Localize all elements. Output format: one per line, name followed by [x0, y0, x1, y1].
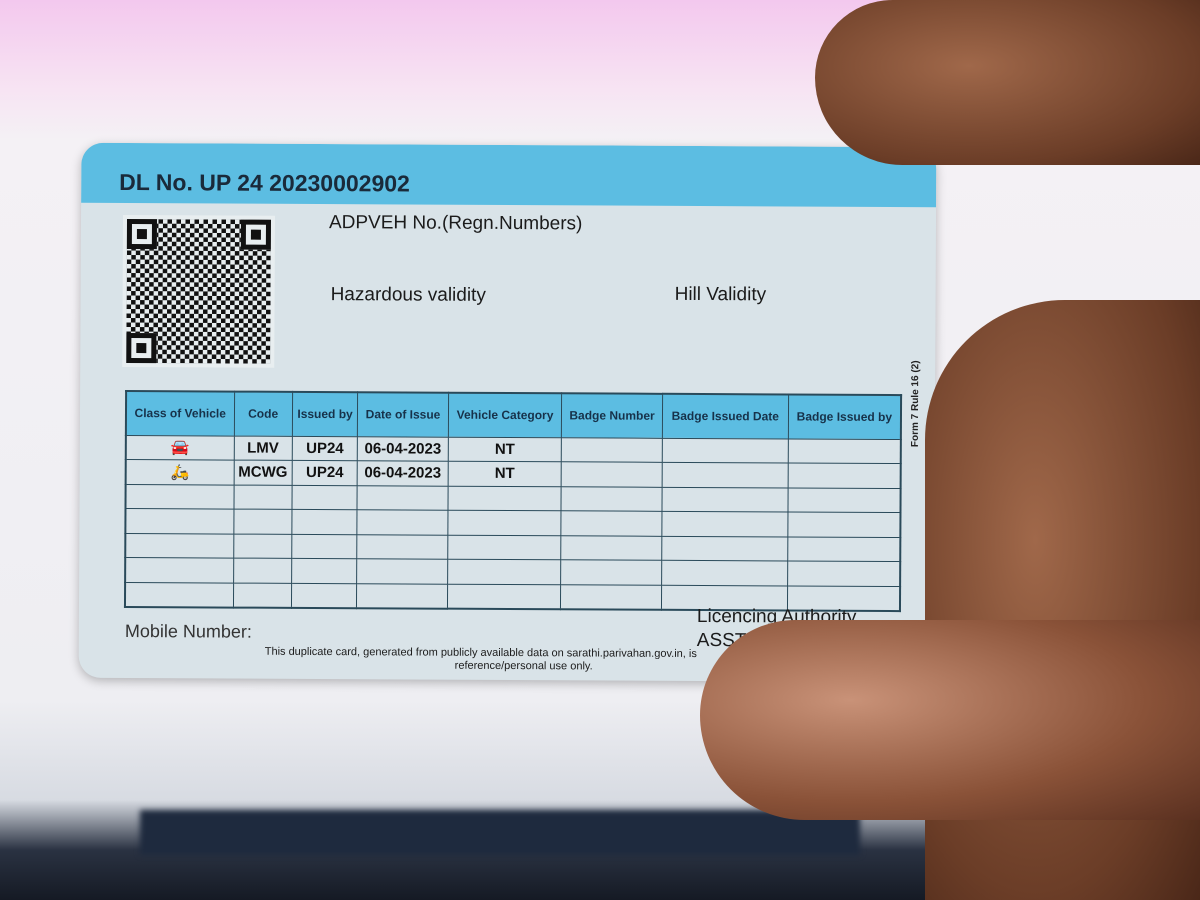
hand-thumb	[700, 620, 1200, 820]
code: LMV	[233, 435, 293, 461]
header-issued-by: Issued by	[292, 391, 358, 437]
dl-number: DL No. UP 24 20230002902	[81, 142, 937, 208]
header-code: Code	[233, 391, 293, 436]
vehicle-class-table: Class of Vehicle Code Issued by Date of …	[123, 389, 903, 612]
category: NT	[447, 461, 562, 487]
header-badge-issued-by: Badge Issued by	[788, 394, 902, 440]
disclaimer-line-2: reference/personal use only.	[454, 659, 593, 673]
background-taskbar	[140, 810, 860, 855]
header-class: Class of Vehicle	[125, 391, 235, 436]
issue-date: 06-04-2023	[357, 460, 448, 486]
code: MCWG	[233, 460, 293, 485]
qr-code	[122, 214, 276, 368]
header-badge-number: Badge Number	[561, 393, 663, 438]
form-rule-text: Form 7 Rule 16 (2)	[909, 360, 922, 448]
hill-validity-label: Hill Validity	[674, 283, 767, 306]
disclaimer-line-1: This duplicate card, generated from publ…	[264, 645, 697, 660]
header-badge-date: Badge Issued Date	[662, 393, 789, 439]
hand-fingers-top	[815, 0, 1200, 165]
motorcycle-icon: 🛵	[170, 463, 190, 482]
mobile-number-label: Mobile Number:	[124, 620, 252, 642]
category: NT	[447, 436, 562, 462]
issue-date: 06-04-2023	[357, 436, 449, 462]
header-category: Vehicle Category	[448, 392, 562, 438]
header-date: Date of Issue	[357, 392, 449, 437]
issued-by: UP24	[291, 460, 358, 486]
hazardous-validity-label: Hazardous validity	[330, 284, 486, 306]
car-icon: 🚘	[170, 439, 190, 457]
issued-by: UP24	[292, 435, 358, 461]
driving-licence-card: DL No. UP 24 20230002902 ADPVEH No.(Regn…	[78, 142, 937, 683]
adpveh-label: ADPVEH No.(Regn.Numbers)	[328, 212, 583, 235]
